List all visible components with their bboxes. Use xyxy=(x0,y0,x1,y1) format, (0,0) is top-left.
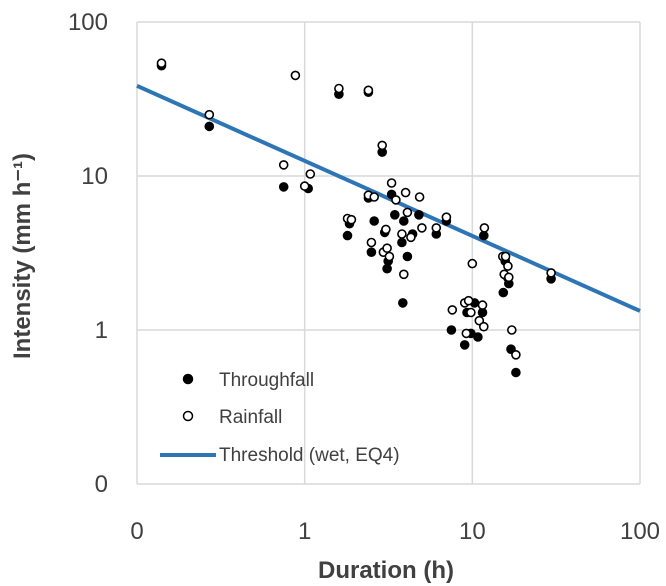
rainfall-point-12 xyxy=(369,192,380,202)
rainfall-point-44 xyxy=(506,325,517,335)
legend-marker-rainfall xyxy=(182,410,194,422)
y-tick-label-3: 100 xyxy=(68,9,108,36)
rainfall-point-42 xyxy=(503,261,513,271)
throughfall-point-33 xyxy=(498,287,509,298)
rainfall-point-27 xyxy=(431,223,442,233)
legend: Throughfall Rainfall Threshold (wet, EQ4… xyxy=(160,370,400,466)
throughfall-point-17 xyxy=(397,237,407,248)
rainfall-point-17 xyxy=(384,251,395,262)
rainfall-point-8 xyxy=(346,214,357,225)
legend-marker-throughfall xyxy=(182,373,194,385)
rainfall-point-15 xyxy=(381,224,391,235)
rainfall-point-16 xyxy=(382,243,392,253)
rainfall-point-31 xyxy=(461,328,472,339)
threshold-layer xyxy=(136,84,641,313)
x-tick-label-3: 100 xyxy=(620,518,660,545)
legend-label-throughfall: Throughfall xyxy=(219,370,314,391)
rainfall-point-33 xyxy=(466,307,476,318)
throughfall-point-2 xyxy=(278,182,289,192)
rainfall-point-19 xyxy=(391,195,401,205)
rainfall-point-45 xyxy=(511,349,521,360)
x-tick-label-0: 0 xyxy=(130,518,143,545)
throughfall-point-5 xyxy=(342,230,353,241)
throughfall-point-20 xyxy=(402,251,413,262)
legend-label-rainfall: Rainfall xyxy=(219,407,282,428)
rainfall-point-2 xyxy=(278,160,289,170)
throughfall-point-10 xyxy=(369,216,380,226)
throughfall-point-1 xyxy=(204,121,215,132)
throughfall-point-19 xyxy=(398,216,409,226)
throughfall-point-32 xyxy=(478,230,489,241)
rainfall-point-24 xyxy=(406,232,416,243)
rainfall-point-11 xyxy=(366,237,377,248)
throughfall-point-22 xyxy=(414,210,424,220)
legend-label-threshold: Threshold (wet, EQ4) xyxy=(219,445,400,466)
rainfall-point-0 xyxy=(156,58,167,69)
rainfall-point-13 xyxy=(377,140,388,151)
rainfall-point-1 xyxy=(204,109,215,120)
rainfall-point-23 xyxy=(402,207,413,218)
rainfall-point-43 xyxy=(503,272,514,283)
throughfall-point-16 xyxy=(389,210,400,220)
rainfall-point-26 xyxy=(417,223,427,233)
throughfall-point-30 xyxy=(473,332,483,342)
rainfall-point-18 xyxy=(386,178,397,188)
throughfall-point-38 xyxy=(511,367,521,378)
rainfall-point-46 xyxy=(546,268,556,278)
rainfall-point-36 xyxy=(477,300,488,310)
rainfall-point-3 xyxy=(290,70,301,81)
rainfall-point-21 xyxy=(398,269,409,280)
x-tick-label-2: 10 xyxy=(459,518,486,545)
y-tick-label-2: 10 xyxy=(81,163,108,190)
throughfall-point-26 xyxy=(459,340,470,350)
throughfall-point-25 xyxy=(446,325,457,335)
rainfall-point-41 xyxy=(500,251,511,262)
rainfall-point-25 xyxy=(414,192,425,202)
rainfall-point-32 xyxy=(463,295,474,306)
rainfall-point-20 xyxy=(397,229,407,239)
tick-labels: 0 1 10 100 0 1 10 100 xyxy=(68,9,660,545)
x-tick-label-1: 1 xyxy=(298,518,311,545)
points-layer xyxy=(156,58,556,378)
rainfall-point-5 xyxy=(305,169,316,179)
throughfall-point-13 xyxy=(382,263,392,274)
grid xyxy=(136,21,641,485)
rainfall-point-29 xyxy=(447,305,458,315)
rainfall-point-9 xyxy=(363,85,374,96)
rainfall-point-28 xyxy=(441,212,452,222)
y-tick-label-1: 1 xyxy=(95,317,108,344)
rainfall-point-22 xyxy=(400,187,411,198)
throughfall-point-18 xyxy=(397,298,408,308)
rainfall-point-38 xyxy=(479,223,490,233)
throughfall-point-9 xyxy=(366,247,377,257)
rainfall-point-34 xyxy=(467,258,478,269)
rainfall-point-37 xyxy=(478,321,489,332)
y-tick-label-0: 0 xyxy=(95,471,108,498)
y-axis-title: Intensity (mm h⁻¹) xyxy=(9,153,36,359)
x-axis-title: Duration (h) xyxy=(318,557,454,584)
threshold-line xyxy=(136,84,641,313)
rainfall-point-6 xyxy=(334,83,344,94)
rainfall-point-4 xyxy=(299,181,310,191)
